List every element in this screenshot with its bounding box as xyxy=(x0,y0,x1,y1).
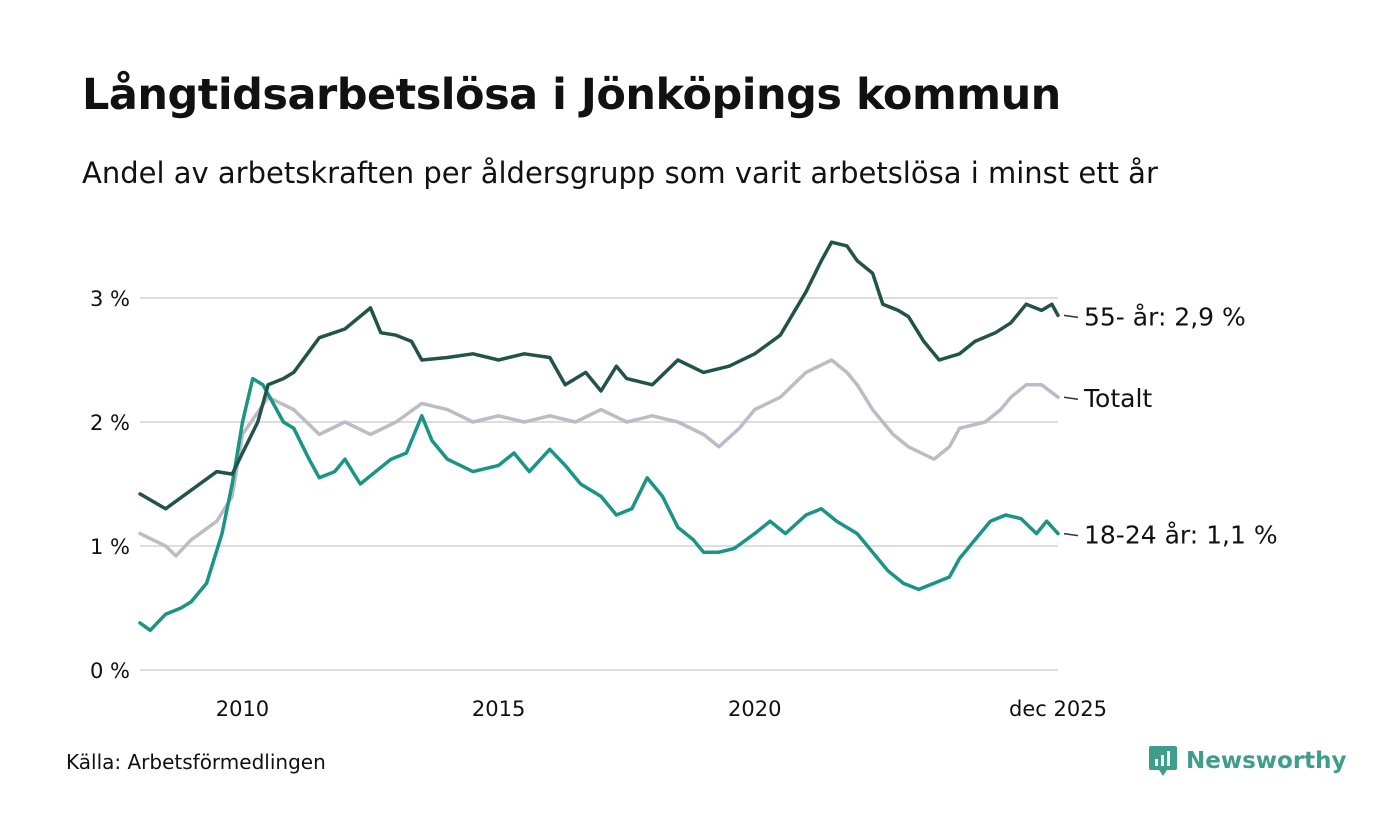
series-line-55-r xyxy=(138,240,1060,511)
series-lines xyxy=(138,240,1060,633)
x-axis-ticks: 2010 2015 2020 dec 2025 xyxy=(216,697,1107,721)
series-labels: Totalt 18-24 år: 1,1 % 55- år: 2,9 % xyxy=(1063,302,1278,550)
source-note: Källa: Arbetsförmedlingen xyxy=(66,750,326,774)
y-tick-label: 0 % xyxy=(90,659,130,683)
x-tick-label: 2015 xyxy=(472,697,525,721)
series-label-totalt: Totalt xyxy=(1083,384,1152,413)
brand-logo: Newsworthy xyxy=(1148,744,1347,778)
series-line-18-24-r xyxy=(138,376,1060,633)
series-label-18-24-r: 18-24 år: 1,1 % xyxy=(1084,521,1278,550)
y-tick-label: 2 % xyxy=(90,411,130,435)
label-connector xyxy=(1063,396,1079,400)
x-tick-label: dec 2025 xyxy=(1009,697,1107,721)
series-line-totalt xyxy=(138,358,1060,558)
y-axis-ticks: 0 % 1 % 2 % 3 % xyxy=(90,287,130,683)
x-tick-label: 2010 xyxy=(216,697,269,721)
chart-subtitle: Andel av arbetskraften per åldersgrupp s… xyxy=(82,156,1158,190)
label-connector xyxy=(1063,532,1079,537)
chart-title: Långtidsarbetslösa i Jönköpings kommun xyxy=(82,70,1061,120)
grid-lines xyxy=(140,297,1058,671)
series-label-55-r: 55- år: 2,9 % xyxy=(1084,302,1246,331)
brand-name: Newsworthy xyxy=(1186,748,1347,774)
y-tick-label: 3 % xyxy=(90,287,130,311)
label-connector xyxy=(1063,314,1079,319)
newsworthy-icon xyxy=(1149,746,1177,776)
y-tick-label: 1 % xyxy=(90,535,130,559)
x-tick-label: 2020 xyxy=(728,697,781,721)
